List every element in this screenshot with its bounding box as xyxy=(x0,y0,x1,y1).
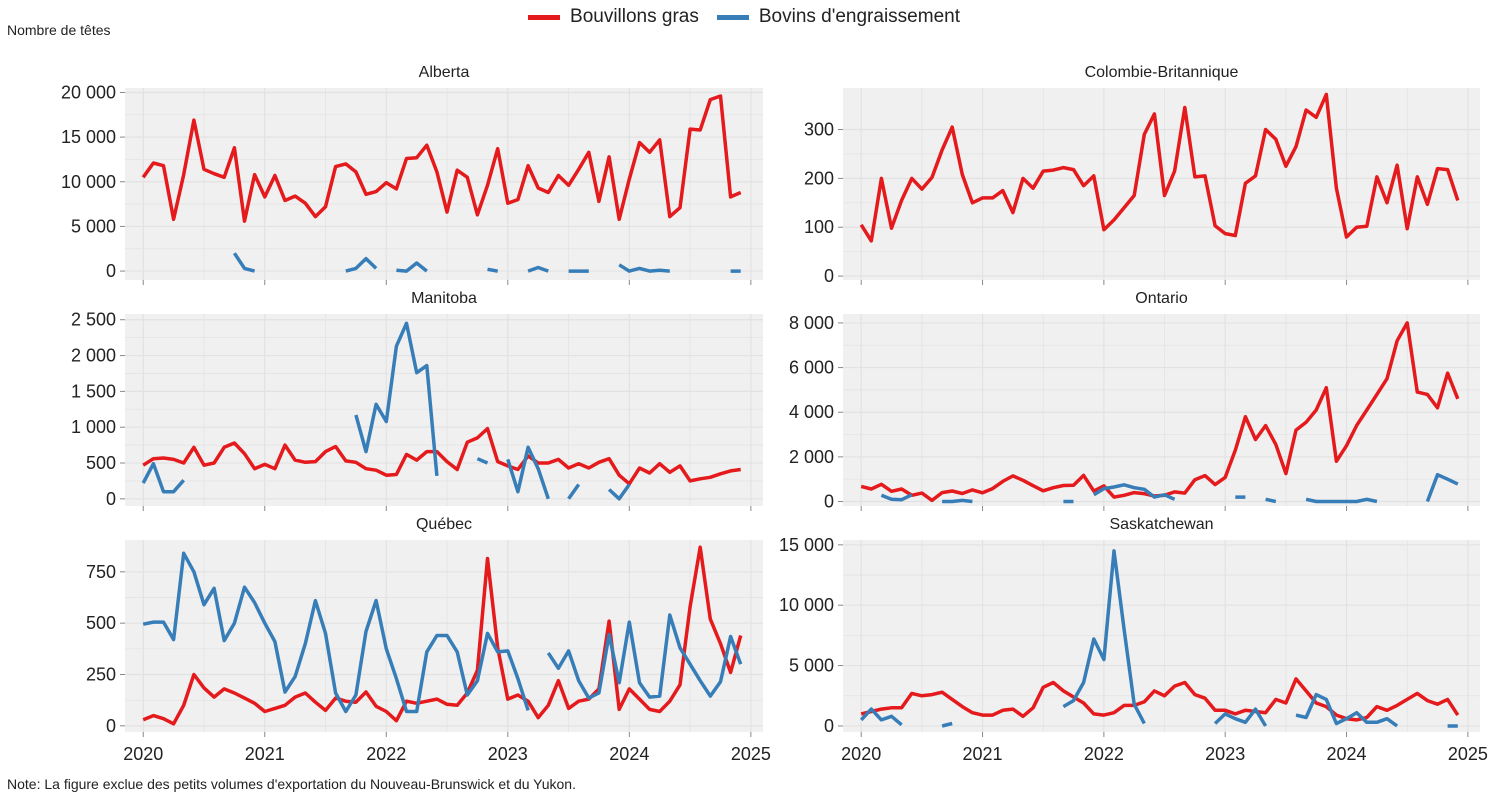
y-tick-label: 15 000 xyxy=(779,535,834,555)
x-tick-label: 2022 xyxy=(366,744,406,764)
legend-swatch-blue xyxy=(716,14,749,20)
series-line-bovins-engraissement xyxy=(232,252,741,273)
series-line-bouvillons-gras xyxy=(860,677,1460,722)
y-tick-label: 2 500 xyxy=(71,310,116,330)
y-tick-label: 5 000 xyxy=(71,216,116,236)
x-tick-label: 2024 xyxy=(1327,744,1367,764)
series-line-bouvillons-gras xyxy=(142,545,743,726)
panel-title: Québec xyxy=(416,516,472,533)
y-tick-label: 2 000 xyxy=(789,447,834,467)
y-tick-label: 0 xyxy=(824,266,834,286)
panel-background xyxy=(843,540,1480,732)
panel-colombie-britannique: 0 100 200 300 Colombie-Britannique xyxy=(804,64,1480,286)
y-tick-label: 4 000 xyxy=(789,402,834,422)
x-tick-label: 2021 xyxy=(963,744,1003,764)
y-tick-label: 0 xyxy=(106,489,116,509)
series-line-bouvillons-gras xyxy=(142,426,741,486)
x-tick-label: 2023 xyxy=(488,744,528,764)
x-tick-label: 2021 xyxy=(245,744,285,764)
panel-manitoba: 0 500 1 000 1 500 2 000 2 500 Manitoba xyxy=(71,290,763,511)
panel-ontario: 0 2 000 4 000 6 000 8 000 Ontario xyxy=(789,290,1480,512)
legend: Bouvillons gras Bovins d'engraissement xyxy=(0,4,1488,30)
panel-title: Saskatchewan xyxy=(1109,516,1213,533)
y-axis-title: Nombre de têtes xyxy=(7,22,111,38)
series-line-bovins-engraissement xyxy=(880,472,1459,504)
legend-swatch-red xyxy=(528,14,561,20)
panel-saskatchewan: 0 5 000 10 000 15 000 2020 2021 2022 2023 2024 20… xyxy=(779,516,1488,764)
y-tick-label: 6 000 xyxy=(789,358,834,378)
legend-label: Bovins d'engraissement xyxy=(758,6,960,27)
series-line-bouvillons-gras xyxy=(141,94,742,223)
legend-item-feeder-cattle: Bovins d'engraissement xyxy=(716,6,960,28)
y-tick-label: 300 xyxy=(804,120,834,140)
y-tick-label: 0 xyxy=(824,492,834,512)
panel-title: Manitoba xyxy=(411,290,477,307)
panel-title: Alberta xyxy=(419,64,470,81)
y-tick-label: 0 xyxy=(106,716,116,736)
y-tick-label: 2 000 xyxy=(71,346,116,366)
x-tick-label: 2020 xyxy=(841,744,881,764)
x-tick-label: 2025 xyxy=(731,744,771,764)
y-tick-label: 500 xyxy=(86,453,116,473)
series-line-bovins-engraissement xyxy=(141,321,631,501)
legend-item-fed-steers: Bouvillons gras xyxy=(528,6,699,28)
x-tick-label: 2020 xyxy=(123,744,163,764)
panel-qu-bec: 0 250 500 750 2020 2021 2022 2023 2024 2025 Québec xyxy=(86,516,771,764)
x-tick-label: 2022 xyxy=(1084,744,1124,764)
series-line-bouvillons-gras xyxy=(859,92,1460,243)
y-tick-label: 20 000 xyxy=(61,82,116,102)
y-tick-label: 10 000 xyxy=(61,172,116,192)
y-tick-label: 0 xyxy=(824,716,834,736)
panel-alberta: 0 5 000 10 000 15 000 20 000 Alberta xyxy=(61,64,763,285)
panel-background xyxy=(125,88,763,280)
legend-label: Bouvillons gras xyxy=(570,6,699,27)
series-line-bovins-engraissement xyxy=(859,549,1458,728)
x-tick-label: 2025 xyxy=(1448,744,1488,764)
y-tick-label: 250 xyxy=(86,665,116,685)
figure-note: Note: La figure exclue des petits volume… xyxy=(7,776,576,792)
x-tick-label: 2023 xyxy=(1205,744,1245,764)
y-tick-label: 500 xyxy=(86,613,116,633)
y-tick-label: 100 xyxy=(804,217,834,237)
y-tick-label: 0 xyxy=(106,261,116,281)
panel-background xyxy=(125,314,763,506)
y-tick-label: 1 000 xyxy=(71,417,116,437)
x-tick-label: 2024 xyxy=(609,744,649,764)
panel-title: Ontario xyxy=(1135,290,1188,307)
y-tick-label: 10 000 xyxy=(779,595,834,615)
y-tick-label: 200 xyxy=(804,168,834,188)
y-tick-label: 5 000 xyxy=(789,656,834,676)
panel-title: Colombie-Britannique xyxy=(1085,64,1239,81)
panel-background xyxy=(843,314,1480,506)
series-line-bovins-engraissement xyxy=(142,551,743,714)
y-tick-label: 8 000 xyxy=(789,313,834,333)
y-tick-label: 1 500 xyxy=(71,381,116,401)
y-tick-label: 750 xyxy=(86,562,116,582)
y-tick-label: 15 000 xyxy=(61,127,116,147)
